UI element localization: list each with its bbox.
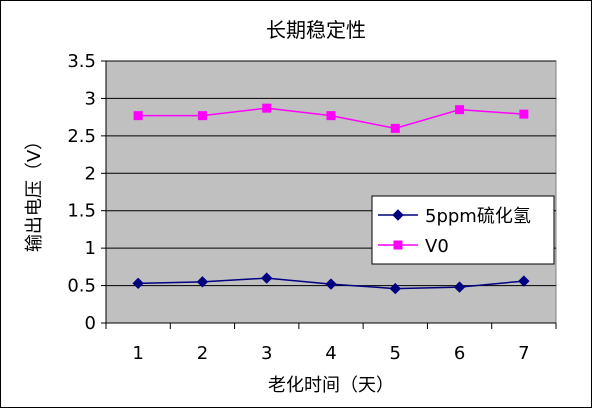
x-tick-label: 2 [197, 343, 208, 364]
legend: 5ppm硫化氢 V0 [371, 195, 555, 265]
y-tick-label: 0.5 [67, 276, 96, 297]
y-tick-label: 2 [85, 163, 96, 184]
data-point [197, 111, 207, 121]
x-axis-label: 老化时间（天） [268, 375, 394, 396]
data-point [196, 276, 209, 288]
data-point [519, 109, 529, 119]
y-axis-label: 输出电压（V） [24, 132, 45, 252]
data-point [389, 282, 401, 295]
data-point [261, 272, 273, 284]
legend-label: V0 [425, 236, 449, 257]
series-layer [132, 103, 530, 295]
series-2 [133, 103, 529, 133]
y-tick-label: 3.5 [67, 51, 96, 72]
legend-box [371, 195, 555, 265]
y-tick-label: 1.5 [67, 201, 96, 222]
data-point [390, 123, 400, 133]
data-point [262, 103, 272, 113]
legend-swatch-marker [393, 240, 403, 250]
x-tick-labels: 1 2 3 4 5 6 7 [132, 343, 529, 364]
data-point [453, 281, 466, 293]
chart-title: 长期稳定性 [266, 18, 366, 42]
data-point [326, 111, 336, 121]
data-point [325, 278, 337, 290]
legend-swatch-marker [392, 209, 404, 221]
data-point [132, 277, 144, 290]
axes [105, 61, 556, 324]
x-tick-label: 5 [390, 343, 401, 364]
y-tick-label: 1 [85, 238, 96, 259]
x-tick-label: 6 [454, 343, 465, 364]
y-tick-label: 2.5 [67, 126, 96, 147]
series-1 [132, 272, 530, 295]
x-tick-label: 4 [325, 343, 336, 364]
y-tick-label: 0 [85, 313, 96, 334]
x-tick-label: 3 [261, 343, 272, 364]
x-tick-label: 7 [518, 343, 529, 364]
data-point [455, 105, 465, 115]
legend-label: 5ppm硫化氢 [425, 206, 531, 227]
data-point [518, 275, 530, 287]
x-tick-label: 1 [132, 343, 143, 364]
data-point [133, 111, 143, 121]
y-tick-label: 3 [85, 88, 96, 109]
y-tick-labels: 0 0.5 1 1.5 2 2.5 3 3.5 [67, 51, 96, 334]
